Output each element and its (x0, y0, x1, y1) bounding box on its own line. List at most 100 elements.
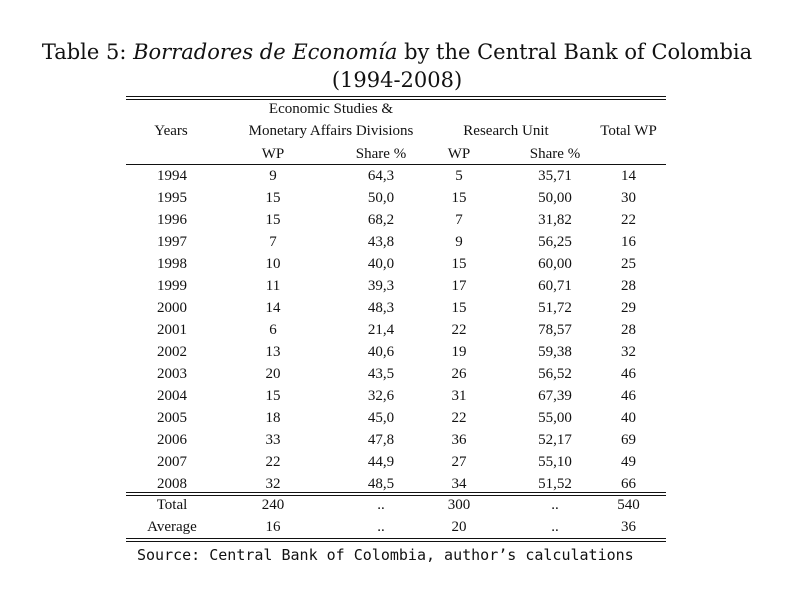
header-econ-line2: Monetary Affairs Divisions (248, 123, 414, 139)
summary-cell-research-share: .. (551, 519, 559, 535)
table-cell-total-wp: 46 (621, 388, 636, 404)
table-cell-econ-share: 64,3 (367, 168, 395, 184)
title-suffix: by the Central Bank of Colombia (397, 40, 753, 64)
table-cell-econ-wp: 13 (265, 344, 281, 360)
header-years: Years (154, 123, 188, 139)
table-cell-total-wp: 28 (621, 278, 636, 294)
table-title: Table 5: Borradores de Economía by the C… (0, 38, 794, 94)
header-econ-line1: Economic Studies & (268, 101, 394, 117)
header-wp-1: WP (261, 146, 285, 162)
table-cell-econ-share: 45,0 (367, 410, 395, 426)
table-cell-year: 2008 (157, 476, 187, 492)
summary-cell-econ-wp: 240 (261, 497, 285, 513)
table-cell-year: 1999 (157, 278, 187, 294)
totals-rule-2 (126, 495, 666, 496)
table-cell-research-wp: 7 (455, 212, 463, 228)
summary-cell-econ-share: .. (377, 497, 385, 513)
title-italic: Borradores de Economía (133, 40, 398, 64)
table-cell-research-wp: 22 (451, 322, 467, 338)
table-cell-year: 2004 (157, 388, 187, 404)
summary-cell-year: Total (156, 497, 188, 513)
table-cell-year: 2002 (157, 344, 187, 360)
table-cell-econ-wp: 15 (265, 212, 281, 228)
table-cell-econ-share: 40,6 (367, 344, 395, 360)
table-cell-econ-wp: 15 (265, 388, 281, 404)
summary-cell-econ-share: .. (377, 519, 385, 535)
table-cell-year: 1996 (157, 212, 187, 228)
table-cell-research-wp: 19 (451, 344, 467, 360)
table-cell-research-share: 35,71 (538, 168, 572, 184)
table-cell-econ-share: 47,8 (367, 432, 395, 448)
table-cell-econ-wp: 7 (269, 234, 277, 250)
table-cell-research-share: 50,00 (538, 190, 572, 206)
table-cell-research-wp: 27 (451, 454, 467, 470)
table-cell-econ-share: 44,9 (367, 454, 395, 470)
table-cell-research-share: 78,57 (538, 322, 572, 338)
table-cell-research-wp: 26 (451, 366, 467, 382)
header-share-1: Share % (355, 146, 407, 162)
header-research: Research Unit (463, 123, 549, 139)
table-cell-research-share: 52,17 (538, 432, 572, 448)
table-cell-research-share: 59,38 (538, 344, 572, 360)
table-cell-total-wp: 25 (621, 256, 636, 272)
table-cell-research-share: 31,82 (538, 212, 572, 228)
table-cell-research-wp: 34 (451, 476, 467, 492)
table-cell-research-wp: 15 (451, 300, 467, 316)
table-cell-total-wp: 32 (621, 344, 636, 360)
bottom-rule-2 (126, 541, 666, 542)
table-cell-total-wp: 16 (621, 234, 636, 250)
summary-cell-research-wp: 20 (451, 519, 467, 535)
title-line-2: (1994-2008) (331, 68, 463, 92)
table-cell-econ-share: 50,0 (367, 190, 395, 206)
table-cell-research-share: 55,00 (538, 410, 572, 426)
totals-rule (126, 492, 666, 493)
table-cell-research-wp: 5 (455, 168, 463, 184)
table-cell-econ-share: 40,0 (367, 256, 395, 272)
source-note: Source: Central Bank of Colombia, author… (137, 546, 634, 564)
table-cell-research-share: 60,00 (538, 256, 572, 272)
table-cell-econ-share: 21,4 (367, 322, 395, 338)
table-cell-year: 1995 (157, 190, 187, 206)
table-cell-year: 2003 (157, 366, 187, 382)
table-cell-econ-wp: 9 (269, 168, 277, 184)
header-rule (126, 164, 666, 165)
table-cell-year: 2000 (157, 300, 187, 316)
table-cell-research-share: 51,72 (538, 300, 572, 316)
table-cell-econ-wp: 32 (265, 476, 281, 492)
table-cell-total-wp: 29 (621, 300, 636, 316)
table-cell-research-share: 51,52 (538, 476, 572, 492)
table-cell-total-wp: 22 (621, 212, 636, 228)
table-cell-econ-wp: 14 (265, 300, 281, 316)
table-cell-year: 2005 (157, 410, 187, 426)
table-cell-year: 1997 (157, 234, 187, 250)
table-cell-total-wp: 28 (621, 322, 636, 338)
summary-cell-research-wp: 300 (447, 497, 471, 513)
table-cell-econ-wp: 18 (265, 410, 281, 426)
table-cell-research-wp: 22 (451, 410, 467, 426)
table-cell-research-wp: 31 (451, 388, 467, 404)
top-rule-2 (126, 99, 666, 100)
table-cell-year: 1998 (157, 256, 187, 272)
table-cell-year: 2007 (157, 454, 187, 470)
table-cell-total-wp: 14 (621, 168, 636, 184)
header-total: Total WP (600, 123, 657, 139)
table-cell-econ-share: 43,8 (367, 234, 395, 250)
table-cell-total-wp: 30 (621, 190, 636, 206)
table-cell-research-wp: 15 (451, 256, 467, 272)
table-cell-research-wp: 9 (455, 234, 463, 250)
table-cell-research-share: 67,39 (538, 388, 572, 404)
table-cell-total-wp: 69 (621, 432, 636, 448)
summary-cell-year: Average (147, 519, 197, 535)
table-cell-econ-wp: 10 (265, 256, 281, 272)
table-cell-research-wp: 36 (451, 432, 467, 448)
table-cell-econ-wp: 33 (265, 432, 281, 448)
table-cell-econ-wp: 20 (265, 366, 281, 382)
title-prefix: Table 5: (41, 40, 134, 64)
top-rule (126, 96, 666, 97)
table-cell-total-wp: 46 (621, 366, 636, 382)
table-cell-research-share: 60,71 (538, 278, 572, 294)
table-cell-econ-share: 68,2 (367, 212, 395, 228)
table-cell-econ-wp: 15 (265, 190, 281, 206)
summary-cell-total-wp: 540 (617, 497, 640, 513)
table-cell-year: 2001 (157, 322, 187, 338)
